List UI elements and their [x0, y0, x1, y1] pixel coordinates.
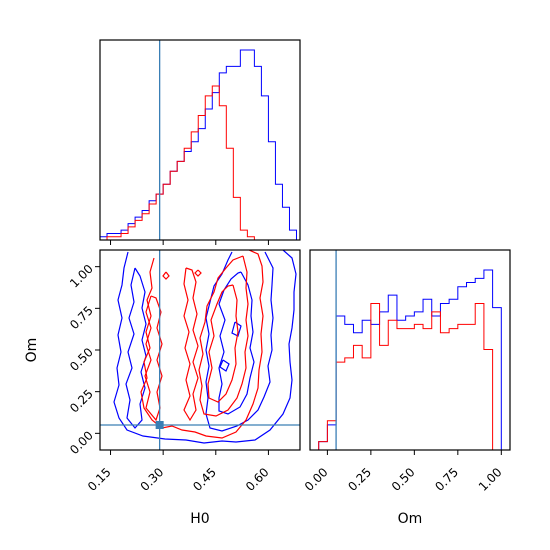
h0-x-axis-ticks: 0.15 0.30 0.45 0.60: [85, 450, 272, 494]
blue-left-contour: [125, 267, 147, 429]
om-x-tick-label: 0.00: [302, 465, 331, 494]
om-y-axis-ticks: 0.00 0.25 0.50 0.75 1.00: [67, 262, 100, 457]
om-x-axis-label: Om: [398, 511, 423, 527]
om-histogram-blue: [318, 269, 502, 450]
h0-histogram-blue: [99, 49, 297, 240]
blue-small-contour: [231, 321, 242, 337]
h0-x-tick-label: 0.15: [85, 465, 114, 494]
joint-contours: [113, 250, 297, 444]
joint-contour-panel: 0.15 0.30 0.45 0.60 0.00 0.25 0.50 0.75 1.00 H0…: [24, 249, 301, 527]
om-histogram-red: [318, 302, 502, 451]
h0-axis-label: H0: [190, 511, 209, 527]
red-center-contour: [183, 267, 199, 422]
h0-x-tick-label: 0.30: [138, 465, 167, 494]
red-mid-contour: [198, 255, 249, 417]
om-histogram-series: [318, 269, 502, 451]
om-x-tick-label: 0.75: [432, 465, 461, 494]
blue-outer-contour: [113, 250, 297, 444]
h0-histogram-series: [99, 49, 297, 241]
om-x-tick-label: 0.25: [345, 465, 374, 494]
om-y-tick-label: 0.00: [67, 428, 96, 457]
red-small-contour: [194, 269, 202, 277]
h0-histogram-ticks: [110, 240, 269, 245]
red-inner-contour: [207, 284, 239, 403]
om-histogram-frame: [309, 249, 511, 451]
om-histogram-panel: 0.00 0.25 0.50 0.75 1.00 Om: [302, 249, 511, 527]
red-left-contour: [144, 295, 163, 422]
truth-marker: [155, 421, 164, 429]
h0-x-tick-label: 0.45: [190, 465, 219, 494]
om-x-axis-ticks: 0.00 0.25 0.50 0.75 1.00: [302, 450, 505, 494]
om-y-tick-label: 0.75: [67, 303, 96, 332]
joint-panel-frame: [99, 249, 301, 451]
blue-small-contour: [219, 359, 230, 372]
h0-histogram-panel: [99, 39, 301, 245]
h0-histogram-frame: [99, 39, 301, 241]
om-y-tick-label: 1.00: [67, 262, 96, 291]
blue-inner-contour: [218, 271, 255, 415]
om-x-tick-label: 0.50: [389, 465, 418, 494]
om-y-tick-label: 0.25: [67, 387, 96, 416]
om-y-tick-label: 0.50: [67, 345, 96, 374]
red-small-contour: [162, 271, 170, 280]
h0-histogram-red: [100, 85, 297, 241]
h0-x-tick-label: 0.60: [243, 465, 272, 494]
om-y-axis-label: Om: [24, 338, 40, 363]
om-x-tick-label: 1.00: [476, 465, 505, 494]
red-outer-contour: [140, 250, 264, 439]
blue-mid-contour: [205, 251, 274, 432]
